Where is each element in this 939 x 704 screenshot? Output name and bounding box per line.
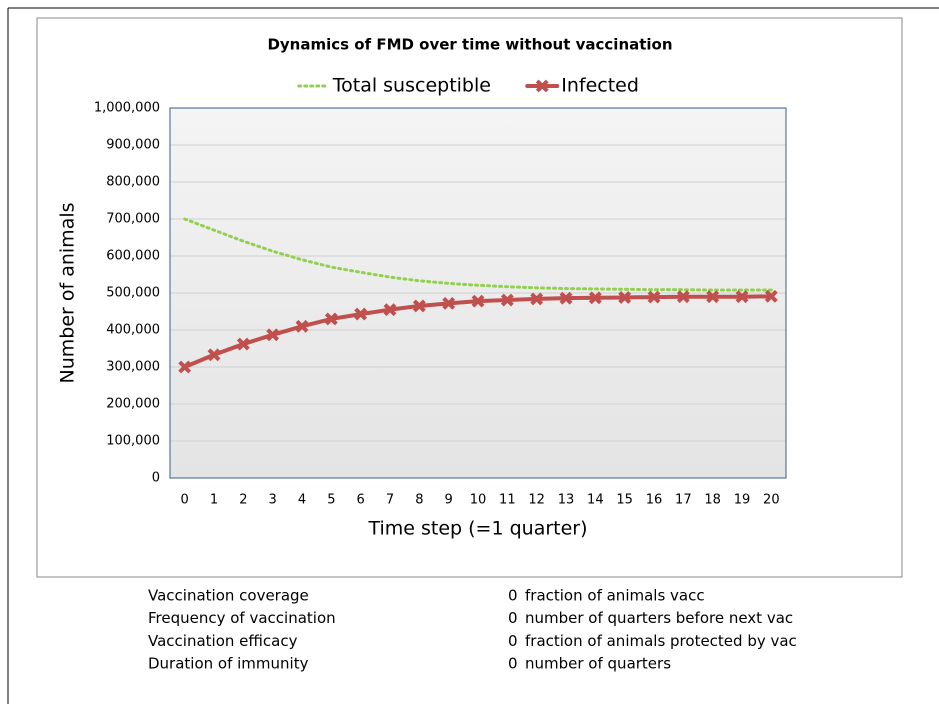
marker (207, 348, 221, 362)
x-tick-label: 13 (558, 493, 575, 508)
x-tick-label: 4 (298, 493, 306, 508)
marker (383, 303, 397, 317)
y-tick-label: 0 (152, 471, 160, 486)
x-tick-label: 17 (675, 493, 692, 508)
y-axis-label: Number of animals (57, 202, 79, 383)
x-tick-label: 14 (587, 493, 604, 508)
parameter-value: 0 (508, 632, 518, 650)
legend-marker (535, 79, 549, 93)
x-tick-label: 15 (616, 493, 633, 508)
series-line (183, 217, 773, 292)
parameter-value: 0 (508, 655, 518, 673)
parameter-label: Frequency of vaccination (148, 609, 336, 627)
parameter-label: Duration of immunity (148, 655, 309, 673)
x-tick-label: 11 (499, 493, 516, 508)
parameter-label: Vaccination efficacy (148, 632, 298, 650)
marker (530, 292, 544, 306)
x-tick-label: 16 (646, 493, 663, 508)
marker (676, 290, 690, 304)
marker (588, 291, 602, 305)
x-tick-label: 9 (445, 493, 453, 508)
x-tick-label: 3 (269, 493, 277, 508)
marker (266, 328, 280, 342)
legend-label: Total susceptible (332, 75, 491, 97)
marker (295, 319, 309, 333)
marker (618, 291, 632, 304)
x-tick-label: 5 (327, 493, 335, 508)
parameter-unit: fraction of animals vacc (525, 587, 705, 605)
marker (442, 296, 456, 310)
plot-border (169, 107, 787, 479)
x-axis-label: Time step (=1 quarter) (367, 518, 587, 540)
x-tick-label: 20 (763, 493, 780, 508)
marker (178, 360, 192, 374)
x-tick-label: 1 (210, 493, 218, 508)
x-tick-label: 0 (181, 493, 189, 508)
parameter-value: 0 (508, 609, 518, 627)
parameter-unit: fraction of animals protected by vac (525, 632, 797, 650)
y-tick-label: 1,000,000 (94, 101, 160, 116)
marker (324, 312, 338, 326)
x-tick-label: 7 (386, 493, 394, 508)
parameter-unit: number of quarters before next vac (525, 609, 793, 627)
parameter-unit: number of quarters (525, 655, 671, 673)
marker (500, 293, 514, 307)
marker (706, 290, 720, 304)
marker (647, 290, 661, 304)
y-tick-label: 100,000 (106, 434, 160, 449)
parameter-label: Vaccination coverage (148, 587, 309, 605)
x-tick-label: 10 (470, 493, 487, 508)
y-tick-label: 400,000 (106, 323, 160, 338)
y-tick-label: 200,000 (106, 397, 160, 412)
marker (412, 299, 426, 313)
parameter-value: 0 (508, 587, 518, 605)
y-tick-label: 500,000 (106, 286, 160, 301)
chart-title: Dynamics of FMD over time without vaccin… (267, 36, 672, 54)
marker (764, 289, 778, 303)
x-tick-label: 18 (704, 493, 721, 508)
marker (559, 291, 573, 305)
y-tick-label: 800,000 (106, 175, 160, 190)
marker (471, 294, 485, 308)
y-tick-label: 900,000 (106, 138, 160, 153)
y-tick-label: 600,000 (106, 249, 160, 264)
y-tick-label: 300,000 (106, 360, 160, 375)
marker (735, 290, 749, 304)
x-tick-label: 19 (734, 493, 751, 508)
y-tick-label: 700,000 (106, 212, 160, 227)
x-tick-label: 6 (357, 493, 365, 508)
marker (354, 307, 368, 321)
legend-label: Infected (561, 75, 639, 97)
x-tick-label: 8 (415, 493, 423, 508)
marker (236, 337, 250, 351)
x-tick-label: 12 (528, 493, 545, 508)
x-tick-label: 2 (239, 493, 247, 508)
